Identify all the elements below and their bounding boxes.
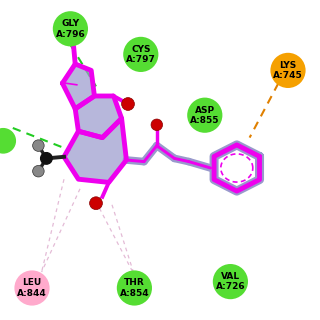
Polygon shape	[214, 145, 260, 191]
Circle shape	[213, 264, 248, 299]
Circle shape	[53, 11, 88, 46]
Text: VAL
A:726: VAL A:726	[216, 272, 245, 291]
Polygon shape	[64, 118, 126, 182]
Text: LEU
A:844: LEU A:844	[17, 278, 47, 298]
Text: ASP
A:855: ASP A:855	[190, 106, 220, 125]
Circle shape	[33, 165, 44, 177]
Circle shape	[0, 129, 15, 153]
Circle shape	[33, 140, 44, 151]
Text: LYS
A:745: LYS A:745	[273, 61, 303, 80]
Circle shape	[122, 98, 134, 110]
Circle shape	[14, 270, 50, 306]
Circle shape	[270, 53, 306, 88]
Circle shape	[123, 37, 158, 72]
Circle shape	[90, 197, 102, 210]
Polygon shape	[75, 96, 122, 138]
Text: CYS
A:797: CYS A:797	[126, 45, 156, 64]
Circle shape	[187, 98, 222, 133]
Text: THR
A:854: THR A:854	[120, 278, 149, 298]
Circle shape	[151, 119, 163, 131]
Polygon shape	[62, 64, 94, 109]
Text: GLY
A:796: GLY A:796	[56, 19, 85, 38]
Circle shape	[117, 270, 152, 306]
Circle shape	[41, 153, 52, 164]
